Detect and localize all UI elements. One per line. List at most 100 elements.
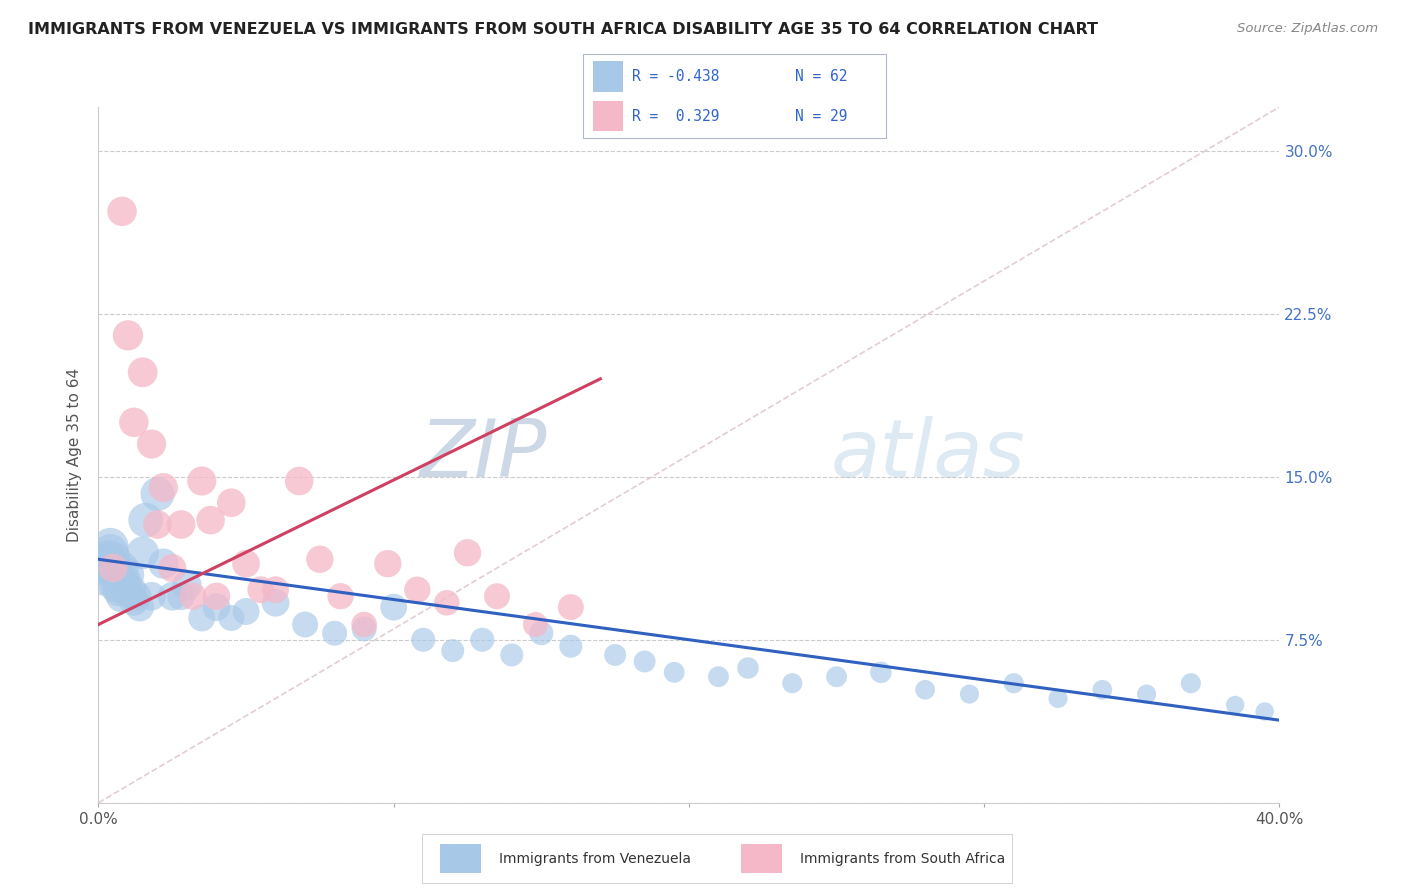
Point <box>560 600 582 615</box>
Point <box>1223 698 1246 712</box>
Point <box>141 589 163 603</box>
Point <box>524 617 547 632</box>
Point <box>1135 687 1157 701</box>
Point <box>135 513 157 527</box>
Point <box>605 648 627 662</box>
Point <box>471 632 494 647</box>
Point <box>294 617 316 632</box>
Point <box>382 600 405 615</box>
Point <box>1091 682 1114 697</box>
FancyBboxPatch shape <box>741 844 782 873</box>
Point <box>103 561 125 575</box>
Point <box>98 539 121 553</box>
Point <box>105 567 128 582</box>
Point <box>132 546 155 560</box>
Point <box>122 415 145 429</box>
Point <box>96 552 118 566</box>
FancyBboxPatch shape <box>592 62 623 92</box>
Point <box>1002 676 1025 690</box>
Point <box>329 589 352 603</box>
Point <box>530 626 553 640</box>
Point <box>353 622 375 636</box>
Point <box>181 589 204 603</box>
Point <box>90 567 112 582</box>
Point <box>108 582 131 597</box>
Point <box>664 665 686 680</box>
Point <box>132 365 155 379</box>
Point <box>111 561 134 575</box>
Point <box>170 517 193 532</box>
Text: ZIP: ZIP <box>420 416 547 494</box>
Point <box>1254 705 1277 719</box>
Point <box>501 648 523 662</box>
FancyBboxPatch shape <box>592 101 623 131</box>
Text: R = -0.438: R = -0.438 <box>631 69 720 84</box>
Point <box>205 600 228 615</box>
Point <box>111 589 134 603</box>
Point <box>128 600 150 615</box>
Point <box>436 596 458 610</box>
Point <box>309 552 332 566</box>
Point <box>114 574 136 588</box>
Point <box>146 517 169 532</box>
Point <box>707 670 730 684</box>
Point <box>111 204 134 219</box>
Point <box>117 328 139 343</box>
Point <box>250 582 273 597</box>
Point <box>200 513 222 527</box>
Point <box>633 655 655 669</box>
Point <box>117 567 139 582</box>
Point <box>219 611 242 625</box>
Point <box>105 578 128 592</box>
Point <box>737 661 759 675</box>
Point <box>377 557 399 571</box>
Point <box>914 682 936 697</box>
Point <box>103 552 125 566</box>
Point <box>108 572 131 586</box>
Point <box>96 561 118 575</box>
Point <box>441 643 464 657</box>
Point <box>152 557 174 571</box>
Point <box>125 589 148 603</box>
Point <box>141 437 163 451</box>
Point <box>323 626 346 640</box>
Point <box>353 617 375 632</box>
Text: atlas: atlas <box>831 416 1025 494</box>
Point <box>1046 691 1069 706</box>
Point <box>114 578 136 592</box>
Text: Immigrants from South Africa: Immigrants from South Africa <box>800 852 1005 865</box>
Text: IMMIGRANTS FROM VENEZUELA VS IMMIGRANTS FROM SOUTH AFRICA DISABILITY AGE 35 TO 6: IMMIGRANTS FROM VENEZUELA VS IMMIGRANTS … <box>28 22 1098 37</box>
Y-axis label: Disability Age 35 to 64: Disability Age 35 to 64 <box>67 368 83 542</box>
Point <box>191 474 214 488</box>
Point <box>560 639 582 653</box>
Text: Source: ZipAtlas.com: Source: ZipAtlas.com <box>1237 22 1378 36</box>
Point <box>406 582 429 597</box>
Point <box>782 676 804 690</box>
Point <box>162 561 183 575</box>
Text: R =  0.329: R = 0.329 <box>631 109 720 124</box>
Text: N = 62: N = 62 <box>796 69 848 84</box>
Point <box>456 546 478 560</box>
Point <box>120 582 142 597</box>
Point <box>122 593 145 607</box>
Point <box>288 474 311 488</box>
Point <box>98 546 121 560</box>
Point <box>264 596 287 610</box>
Point <box>825 670 848 684</box>
Point <box>219 496 242 510</box>
Point <box>152 481 174 495</box>
FancyBboxPatch shape <box>422 834 1012 883</box>
Text: Immigrants from Venezuela: Immigrants from Venezuela <box>499 852 690 865</box>
Point <box>117 585 139 599</box>
Point <box>869 665 891 680</box>
Point <box>205 589 228 603</box>
Point <box>235 557 257 571</box>
Text: N = 29: N = 29 <box>796 109 848 124</box>
Point <box>170 589 193 603</box>
Point <box>93 557 115 571</box>
Point <box>146 487 169 501</box>
Point <box>412 632 434 647</box>
Point <box>162 589 183 603</box>
FancyBboxPatch shape <box>440 844 481 873</box>
Point <box>959 687 981 701</box>
